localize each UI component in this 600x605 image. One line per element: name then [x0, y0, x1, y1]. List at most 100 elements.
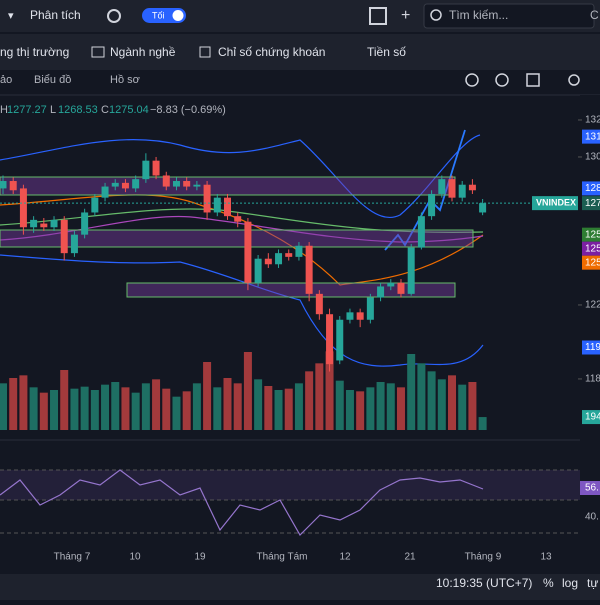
candle-body [162, 175, 170, 187]
x-label: Tháng Tám [257, 552, 308, 563]
price-tag [582, 255, 600, 270]
price-tag-label: 125 [585, 257, 600, 268]
symbol-tag [532, 196, 578, 211]
candle-body [417, 216, 425, 248]
volume-bar [39, 392, 48, 430]
candle-body [377, 286, 385, 298]
menu[interactable]: Phân tích [30, 8, 81, 22]
volume-bar [162, 388, 171, 430]
log-btn[interactable]: log [562, 576, 578, 590]
candle-body [60, 219, 68, 254]
x-label: 21 [404, 552, 416, 563]
volume-bar [131, 392, 140, 430]
search-placeholder: Tìm kiếm... [449, 8, 508, 22]
candle-body [224, 197, 232, 217]
candle-body [213, 197, 221, 213]
extra[interactable]: C [590, 8, 599, 22]
rsi-tag [580, 481, 600, 495]
volume-bar [80, 386, 89, 430]
candle-body [142, 160, 150, 180]
volume-bar [141, 383, 150, 430]
candle-body [315, 293, 323, 315]
candle-body [0, 181, 7, 189]
ohlc-h: H [0, 104, 8, 116]
add-btn[interactable]: + [401, 7, 410, 24]
candle-body [70, 234, 78, 254]
volume-bar [60, 370, 69, 430]
candle-body [438, 179, 446, 194]
caret[interactable]: ▾ [8, 10, 14, 22]
ohlc-l: L [50, 104, 56, 116]
nav-bar [0, 34, 600, 70]
nav-item[interactable]: ng thị trường [0, 45, 69, 59]
price-tag [582, 340, 600, 355]
volume-bar [121, 387, 130, 430]
nav-item[interactable]: Tiền số [367, 45, 406, 59]
candle-body [203, 184, 211, 213]
candle-body [132, 179, 140, 189]
price-tag [582, 241, 600, 256]
candle-body [111, 182, 119, 187]
candle-body [50, 219, 58, 228]
volume-bar [203, 362, 212, 430]
price-tick: 118 [585, 374, 600, 385]
price-tick: 132 [585, 115, 600, 126]
volume-bar [356, 391, 365, 430]
candle-body [172, 181, 180, 187]
x-label: 19 [194, 552, 206, 563]
volume-bar [192, 383, 201, 430]
price-tag [582, 196, 600, 211]
toolbar-item[interactable]: Biểu đồ [34, 74, 71, 86]
volume-bar [274, 390, 283, 430]
settings[interactable] [107, 9, 121, 23]
percent-btn[interactable]: % [543, 576, 554, 590]
candle-body [19, 188, 27, 228]
candle-body [234, 216, 242, 222]
volume-bar [284, 388, 293, 430]
layout-btn[interactable] [369, 7, 387, 25]
volume-bar [294, 383, 303, 430]
x-label: Tháng 7 [54, 552, 91, 563]
volume-bar [9, 378, 18, 430]
candle-body [428, 193, 436, 217]
candle-body [30, 219, 38, 228]
toggle-knob [172, 10, 184, 21]
volume-bar [50, 390, 59, 430]
candle-body [121, 182, 129, 189]
x-label: Tháng 9 [465, 552, 502, 563]
candle-body [448, 179, 456, 198]
candle-body [387, 282, 395, 287]
volume-bar [70, 388, 79, 430]
candle-body [254, 258, 262, 283]
volume-bar [427, 371, 436, 430]
clock: 10:19:35 (UTC+7) [436, 576, 532, 590]
volume-bar [407, 354, 416, 430]
toolbar-item[interactable]: Hồ sơ [110, 74, 140, 86]
volume-bar [101, 384, 110, 430]
candle-body [479, 203, 487, 213]
candle-body [264, 258, 272, 265]
volume-bar [172, 396, 181, 430]
volume-bar [0, 383, 7, 430]
search-box[interactable] [423, 3, 595, 29]
nav-item[interactable]: Chỉ số chứng khoán [218, 45, 325, 59]
ohlc-close: 1275.04 [109, 104, 149, 116]
toolbar-icons [465, 73, 580, 87]
volume-bar [325, 351, 334, 430]
volume-bar [243, 352, 252, 430]
candle-body [326, 314, 334, 365]
auto-btn[interactable]: tự [587, 576, 598, 590]
candle-body [244, 221, 252, 283]
candle-body [407, 247, 415, 294]
nav-item[interactable]: Ngành nghề [110, 45, 176, 59]
volume-bar [345, 390, 354, 430]
price-tag [582, 227, 600, 242]
nav-icon [199, 46, 211, 58]
volume-tag-label: 194 [585, 412, 600, 423]
toolbar-item[interactable]: ảo [0, 74, 12, 86]
candle-body [285, 253, 293, 257]
candle-body [40, 223, 48, 228]
x-label: 10 [129, 552, 141, 563]
